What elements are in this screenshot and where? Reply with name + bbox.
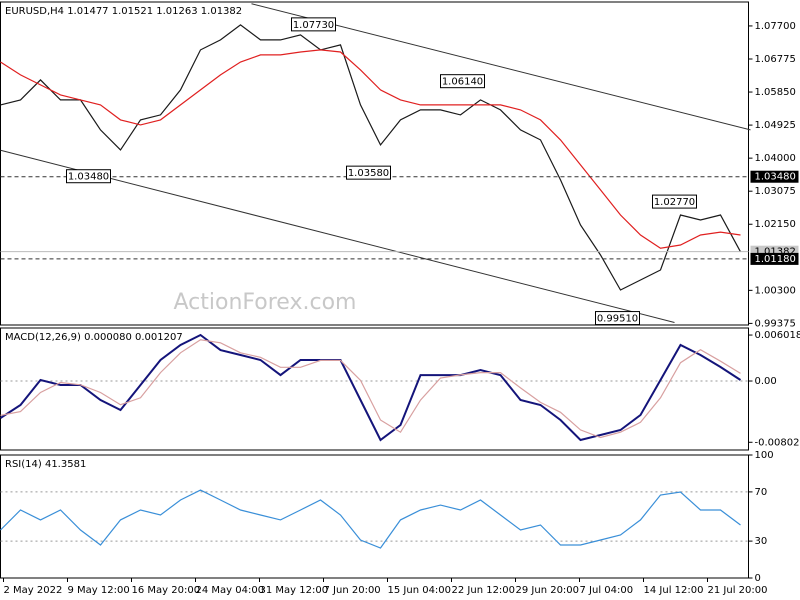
x-tick-label: 15 Jun 04:00 bbox=[388, 585, 452, 596]
y-tick-label: 0.006018 bbox=[755, 330, 800, 341]
y-tick-label: 1.00300 bbox=[755, 285, 796, 296]
series-line bbox=[0, 333, 742, 442]
x-tick-label: 7 Jun 20:00 bbox=[324, 585, 381, 596]
annotation-label: 1.07730 bbox=[293, 20, 334, 31]
x-tick-label: 24 May 04:00 bbox=[196, 585, 265, 596]
y-tick-label: 1.02150 bbox=[755, 219, 796, 230]
panel-title: RSI(14) 41.3581 bbox=[5, 459, 86, 470]
annotation-box bbox=[346, 165, 391, 180]
price-label-box bbox=[750, 252, 799, 265]
annotation-label: 1.02770 bbox=[654, 197, 695, 208]
watermark: ActionForex.com bbox=[174, 290, 357, 315]
series-line bbox=[0, 24, 742, 291]
x-tick-label: 22 Jun 12:00 bbox=[452, 585, 516, 596]
y-tick-label: 30 bbox=[755, 536, 768, 547]
y-tick-label: 0 bbox=[755, 573, 761, 584]
panel-title: MACD(12,26,9) 0.000080 0.001207 bbox=[5, 332, 183, 343]
y-tick-label: 1.04000 bbox=[755, 153, 796, 164]
price-label: 1.03480 bbox=[755, 172, 796, 183]
panel-frame bbox=[0, 1, 749, 326]
x-tick-label: 29 Jun 20:00 bbox=[516, 585, 580, 596]
x-tick-label: 14 Jul 12:00 bbox=[644, 585, 704, 596]
y-tick-label: 70 bbox=[755, 487, 768, 498]
annotation-box bbox=[652, 194, 697, 209]
annotation-label: 1.03580 bbox=[348, 168, 389, 179]
x-tick-label: 7 Jul 04:00 bbox=[580, 585, 634, 596]
trendline bbox=[0, 149, 675, 323]
annotation-box bbox=[595, 311, 640, 326]
price-label: 1.01382 bbox=[755, 247, 796, 258]
price-label-box bbox=[750, 170, 799, 183]
panel-frame bbox=[0, 454, 749, 579]
x-tick-label: 2 May 2022 bbox=[4, 585, 63, 596]
panel-title: EURUSD,H4 1.01477 1.01521 1.01263 1.0138… bbox=[5, 6, 242, 17]
y-tick-label: 1.03075 bbox=[755, 186, 796, 197]
price-label: 1.01180 bbox=[755, 254, 796, 265]
series-line bbox=[0, 339, 741, 439]
annotation-box bbox=[66, 169, 111, 184]
annotation-label: 1.03480 bbox=[68, 172, 109, 183]
y-tick-label: -0.00802 bbox=[755, 437, 800, 448]
y-tick-label: 0.00 bbox=[755, 376, 777, 387]
annotation-box bbox=[440, 74, 485, 89]
y-tick-label: 100 bbox=[755, 450, 774, 461]
annotation-label: 0.99510 bbox=[597, 314, 638, 325]
y-tick-label: 1.06775 bbox=[755, 54, 796, 65]
y-tick-label: 0.99375 bbox=[755, 318, 796, 329]
y-tick-label: 1.07700 bbox=[755, 21, 796, 32]
panel-frame bbox=[0, 327, 749, 451]
x-tick-label: 21 Jul 20:00 bbox=[708, 585, 768, 596]
x-tick-label: 16 May 20:00 bbox=[132, 585, 201, 596]
y-tick-label: 1.05850 bbox=[755, 87, 796, 98]
x-tick-label: 31 May 12:00 bbox=[260, 585, 329, 596]
y-tick-label: 1.04925 bbox=[755, 120, 796, 131]
series-line bbox=[0, 489, 741, 549]
annotation-box bbox=[291, 17, 336, 32]
annotation-label: 1.06140 bbox=[442, 77, 483, 88]
x-tick-label: 9 May 12:00 bbox=[68, 585, 130, 596]
series-line bbox=[0, 49, 741, 249]
